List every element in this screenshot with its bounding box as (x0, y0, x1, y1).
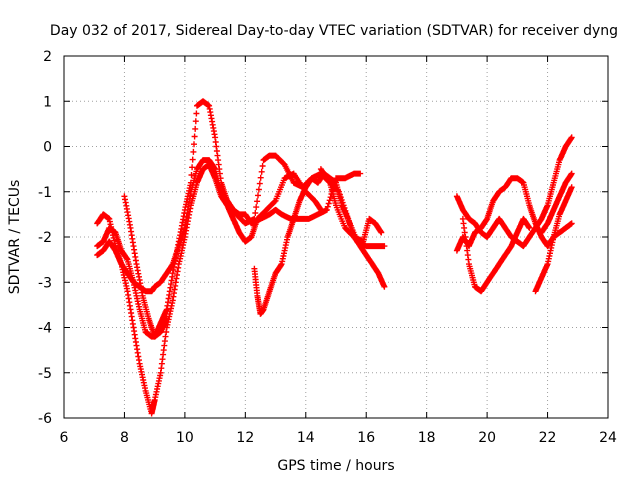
series-track-9 (459, 215, 533, 295)
series-track-11 (538, 170, 575, 236)
x-tick-label: 10 (176, 430, 194, 446)
series-markers (459, 215, 533, 295)
series-track-4 (121, 193, 170, 340)
y-tick-label: -1 (38, 185, 52, 201)
x-tick-label: 24 (599, 430, 617, 446)
x-tick-label: 18 (418, 430, 436, 446)
y-axis-label: SDTVAR / TECUs (7, 180, 23, 295)
y-tick-label: -2 (38, 230, 52, 246)
x-axis-label: GPS time / hours (277, 458, 394, 474)
series-markers (532, 184, 575, 295)
y-tick-label: -3 (38, 275, 52, 291)
y-tick-label: 0 (43, 140, 52, 156)
x-tick-label: 20 (478, 430, 496, 446)
series-markers (453, 175, 575, 254)
series-markers (538, 170, 575, 236)
series-track-6 (317, 166, 385, 245)
y-tick-label: -6 (38, 411, 52, 427)
y-tick-label: -4 (38, 321, 52, 337)
y-tick-label: 2 (43, 49, 52, 65)
x-tick-label: 12 (236, 430, 254, 446)
x-tick-label: 22 (539, 430, 557, 446)
y-tick-label: -5 (38, 366, 52, 382)
series-layer (94, 98, 575, 417)
y-tick-label: 1 (43, 94, 52, 110)
series-track-3 (94, 161, 324, 417)
series-track-7 (453, 175, 575, 254)
x-tick-label: 14 (297, 430, 315, 446)
series-markers (121, 193, 170, 340)
series-markers (94, 161, 324, 417)
x-tick-label: 16 (357, 430, 375, 446)
series-markers (317, 166, 385, 245)
x-tick-label: 8 (120, 430, 129, 446)
series-track-8 (453, 134, 575, 250)
x-tick-label: 6 (60, 430, 69, 446)
chart-title: Day 032 of 2017, Sidereal Day-to-day VTE… (50, 23, 618, 39)
series-track-10 (532, 184, 575, 295)
series-markers (453, 134, 575, 250)
